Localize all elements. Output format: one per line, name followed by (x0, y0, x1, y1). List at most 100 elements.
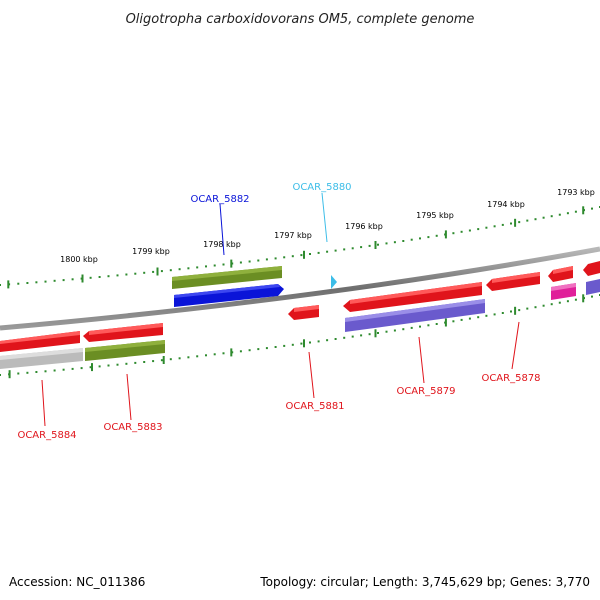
upper-ruler-dot (26, 282, 29, 284)
lower-ruler-dot (291, 343, 294, 346)
gene-ocar-5880-arrow[interactable] (331, 275, 337, 289)
upper-ruler-dot (196, 266, 199, 269)
upper-ruler-dot (427, 236, 430, 239)
upper-ruler-dot (550, 215, 553, 218)
lower-ruler-dot (143, 361, 146, 363)
upper-ruler-dot (169, 269, 172, 272)
lower-ruler-dot (213, 353, 216, 356)
lower-ruler-dot (402, 328, 405, 331)
upper-ruler-dot (526, 219, 529, 222)
upper-ruler-major-tick (230, 259, 233, 268)
lower-ruler-dot (518, 309, 521, 312)
label-ocar-5883[interactable]: OCAR_5883 (103, 422, 162, 433)
upper-ruler-dot (248, 260, 251, 263)
lower-ruler-dot (419, 325, 421, 328)
upper-ruler-dot (419, 237, 421, 240)
upper-ruler-dot (300, 254, 303, 257)
upper-ruler-major-tick (374, 241, 377, 249)
upper-ruler-dot (566, 212, 569, 215)
lower-ruler-dot (343, 336, 346, 339)
upper-ruler-major-tick (444, 230, 447, 239)
lower-ruler-dot (493, 313, 496, 316)
upper-ruler-dot (351, 247, 354, 250)
gene-ocar-5878-shine (492, 272, 540, 283)
upper-ruler-dot (591, 207, 593, 210)
lower-ruler-dot (169, 358, 172, 361)
label-ocar-5881[interactable]: OCAR_5881 (285, 401, 344, 412)
upper-ruler-dot (0, 284, 1, 286)
lower-ruler-major-tick (303, 339, 305, 348)
upper-ruler-dot (393, 241, 396, 244)
label-leaders (41, 192, 520, 427)
upper-ruler-dot (493, 225, 496, 228)
gene-arrow-right-2[interactable] (583, 261, 600, 276)
gene-ocar-5879-shine (350, 282, 482, 304)
lower-ruler-dot (98, 365, 101, 368)
upper-ruler-dot (558, 213, 561, 216)
lower-ruler-dot (116, 363, 119, 366)
feature-purple-right (586, 279, 600, 295)
label-ocar-5882[interactable]: OCAR_5882 (190, 194, 249, 205)
lower-ruler-dot (550, 303, 553, 306)
genome-backbone (0, 246, 600, 331)
upper-ruler-dot (574, 210, 577, 213)
features-upper (172, 266, 337, 307)
leader-ocar-5881 (308, 351, 315, 399)
lower-ruler-dot (17, 372, 20, 375)
map-title: Oligotropha carboxidovorans OM5, complet… (126, 12, 475, 27)
upper-ruler-dot (44, 280, 47, 283)
lower-ruler-dot (274, 346, 277, 348)
upper-ruler-dot (160, 270, 163, 273)
upper-ruler-dot (343, 248, 346, 251)
upper-ruler-dot (239, 261, 242, 264)
label-ocar-5880[interactable]: OCAR_5880 (292, 182, 351, 193)
feature-purple-lower-shine (345, 299, 485, 322)
upper-ruler-dot (107, 275, 110, 278)
tick-label-1796: 1796 kbp (345, 222, 383, 231)
lower-ruler-dot (566, 300, 569, 303)
lower-ruler-dot (134, 361, 137, 364)
tick-label-1800: 1800 kbp (60, 255, 98, 264)
upper-ruler (0, 206, 600, 289)
lower-ruler-dot (71, 367, 74, 370)
gene-ocar-5881-shine (294, 305, 319, 312)
lower-ruler-dot (501, 312, 504, 314)
label-ocar-5879[interactable]: OCAR_5879 (396, 386, 455, 397)
lower-ruler-dot (510, 310, 512, 313)
lower-ruler-dot (526, 307, 529, 310)
gene-ocar-5882-arrow[interactable] (174, 284, 284, 307)
label-ocar-5884[interactable]: OCAR_5884 (17, 430, 76, 441)
leader-ocar-5884 (41, 379, 46, 427)
lower-ruler-dot (377, 332, 379, 334)
upper-ruler-dot (205, 265, 207, 268)
lower-ruler-dot (107, 364, 110, 367)
topology-text: Topology: circular; Length: 3,745,629 bp… (260, 575, 590, 589)
upper-ruler-dot (501, 223, 504, 226)
lower-ruler-major-tick (91, 363, 93, 372)
upper-ruler-dot (468, 229, 471, 232)
lower-ruler-major-tick (374, 329, 377, 338)
gene-ocar-5883-shine (89, 323, 163, 335)
lower-ruler-dot (477, 316, 480, 319)
upper-ruler-dot (152, 270, 155, 273)
leader-ocar-5882 (219, 203, 225, 256)
lower-ruler-dot (351, 335, 354, 338)
upper-ruler-dot (53, 279, 56, 282)
lower-ruler-dot (80, 367, 83, 370)
label-ocar-5878[interactable]: OCAR_5878 (481, 373, 540, 384)
lower-ruler-dot (196, 355, 199, 358)
lower-ruler-dot (125, 362, 128, 365)
feature-green-lower-shine (85, 340, 165, 352)
lower-ruler-dot (452, 320, 455, 323)
lower-ruler-dot (222, 352, 225, 355)
feature-magenta-shine (551, 283, 576, 291)
lower-ruler-dot (160, 359, 163, 362)
upper-ruler-dot (265, 258, 268, 261)
lower-ruler-major-tick (514, 306, 517, 315)
lower-ruler-dot (257, 348, 260, 351)
upper-ruler-dot (71, 278, 74, 281)
lower-ruler-dot (468, 317, 471, 320)
features-lower (0, 261, 600, 369)
upper-ruler-dot (125, 273, 128, 276)
upper-ruler-dot (402, 240, 405, 242)
